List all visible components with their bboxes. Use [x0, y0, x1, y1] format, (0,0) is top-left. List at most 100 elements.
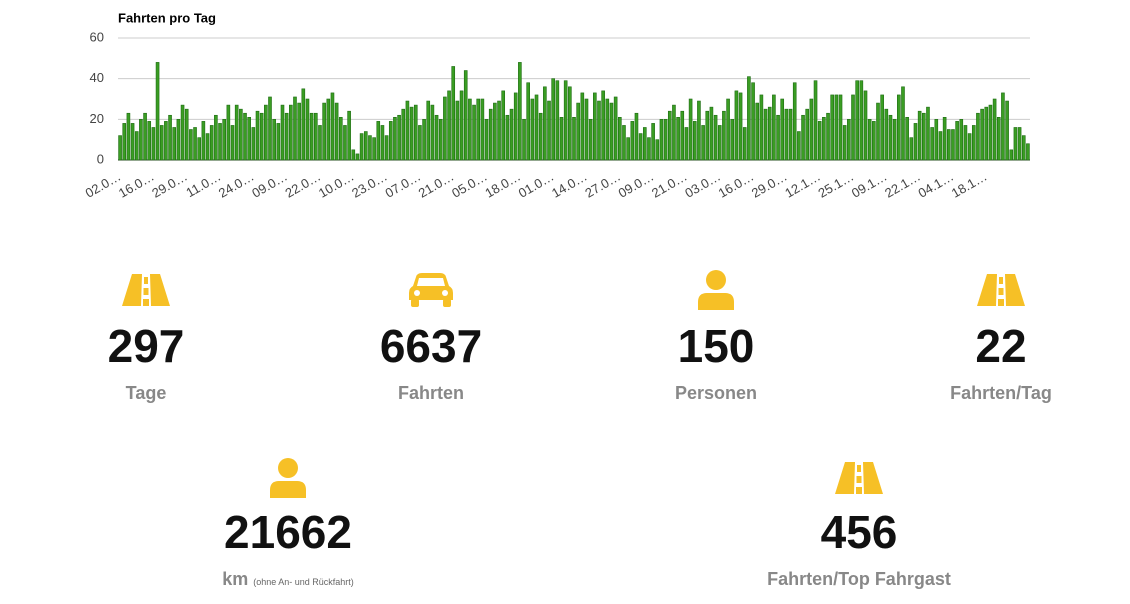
bar [697, 100, 701, 161]
bar [384, 135, 389, 161]
bar [651, 123, 655, 161]
bar [497, 100, 501, 161]
x-tick-label: 16.0… [716, 169, 757, 201]
bar [359, 133, 364, 161]
stat-label: Fahrten/Tag [950, 383, 1052, 403]
bar [963, 125, 968, 161]
y-tick-label: 60 [90, 29, 104, 44]
bar [330, 92, 335, 161]
bar [909, 137, 914, 161]
bar [788, 108, 793, 161]
bar [522, 119, 526, 161]
bar [276, 123, 281, 161]
bar [509, 108, 514, 161]
bar [647, 137, 651, 161]
bar [338, 117, 343, 161]
bar [380, 125, 385, 161]
bar [118, 135, 122, 161]
bar [942, 117, 947, 161]
stat-label: Tage [126, 383, 167, 403]
bar [713, 114, 718, 161]
bar [888, 114, 893, 161]
bar [488, 108, 493, 161]
bar [980, 108, 984, 161]
bar [613, 96, 618, 161]
bar [622, 125, 626, 161]
bar [738, 92, 743, 161]
bar [634, 112, 639, 161]
bar [463, 70, 468, 161]
bar [759, 94, 764, 161]
bar [397, 114, 401, 161]
bar [355, 153, 360, 161]
bar [588, 119, 593, 161]
bar [780, 98, 785, 161]
x-tick-label: 18.0… [482, 169, 523, 201]
car-icon [409, 273, 453, 307]
bar [630, 121, 635, 161]
person-icon [270, 458, 306, 498]
bar [139, 119, 143, 161]
stat-label: Fahrten [398, 383, 464, 403]
bar [876, 102, 880, 161]
bar [830, 94, 834, 161]
bar [884, 108, 889, 161]
x-tick-label: 01.0… [516, 169, 557, 201]
bar [709, 106, 714, 161]
bar [351, 149, 356, 161]
x-tick-label: 10.0… [316, 169, 357, 201]
x-tick-label: 12.1… [782, 169, 823, 201]
bar [988, 104, 993, 161]
bar [1021, 135, 1026, 161]
bar [905, 117, 909, 161]
stat-label: km [222, 569, 248, 589]
y-tick-label: 40 [90, 70, 104, 85]
bar [409, 106, 414, 161]
bar [692, 121, 697, 161]
bar [813, 80, 818, 161]
bar [926, 106, 930, 161]
bar [967, 133, 972, 161]
road-icon [977, 274, 1025, 306]
bar [388, 121, 393, 161]
bar [642, 127, 647, 161]
x-tick-label: 21.0… [416, 169, 457, 201]
bar [726, 98, 730, 161]
bar [863, 90, 868, 161]
y-tick-label: 20 [90, 111, 104, 126]
bar [538, 112, 543, 161]
x-tick-label: 24.0… [216, 169, 257, 201]
bar [913, 123, 918, 161]
bar [343, 125, 347, 161]
bar [701, 125, 705, 161]
x-tick-label: 22.1… [882, 169, 923, 201]
bar [418, 125, 422, 161]
bar [809, 98, 814, 161]
bar [938, 131, 943, 161]
bar [301, 88, 306, 161]
bar [438, 119, 443, 161]
bar [584, 98, 589, 161]
bar [259, 112, 264, 161]
bar [951, 129, 955, 161]
bar [289, 104, 293, 161]
bar [193, 127, 197, 161]
x-tick-label: 29.0… [749, 169, 790, 201]
bar [176, 119, 181, 161]
bar [472, 104, 476, 161]
x-tick-label: 02.0… [83, 169, 124, 201]
bar [667, 110, 672, 161]
bar [134, 131, 139, 161]
bar [688, 98, 693, 161]
bar [555, 80, 560, 161]
stat-value: 22 [975, 320, 1026, 372]
bar [309, 112, 314, 161]
bar [955, 121, 959, 161]
bar [543, 86, 547, 161]
bar [597, 100, 601, 161]
bar [959, 119, 964, 161]
x-tick-label: 09.0… [616, 169, 657, 201]
bar [751, 82, 755, 161]
bar [934, 119, 939, 161]
